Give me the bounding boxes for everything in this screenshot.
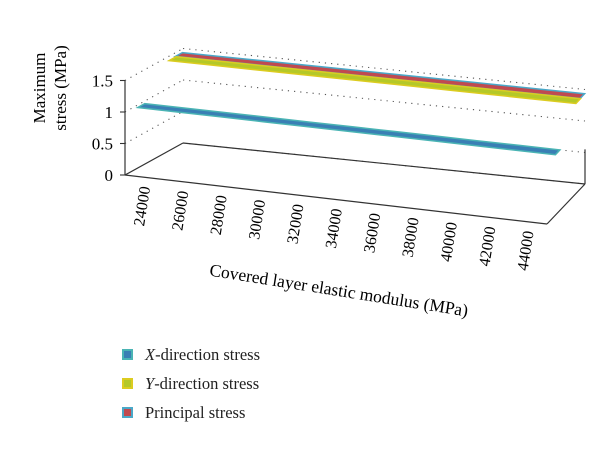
series-ribbon-principal-stress: [173, 51, 587, 100]
chart-walls: [124, 47, 586, 225]
axis-frame-line: [546, 183, 586, 225]
legend-label-principal: Principal stress: [145, 402, 246, 422]
y-tick-label: 0: [105, 166, 114, 185]
x-axis-label: Covered layer elastic modulus (MPa): [208, 260, 470, 321]
x-tick-label: 38000: [400, 216, 423, 258]
legend-label-x-direction: X-direction stress: [145, 344, 261, 364]
axis-frame-line: [182, 142, 586, 185]
y-axis-label-line-2: stress (MPa): [51, 45, 70, 130]
y-tick-label: 1.5: [92, 72, 113, 91]
side-gridline: [124, 48, 184, 81]
x-tick-label: 28000: [208, 194, 231, 236]
side-gridline: [124, 111, 184, 144]
legend-item-y-direction: Y-direction stress: [122, 369, 260, 398]
x-tick-label: 24000: [131, 185, 154, 227]
x-tick-label: 34000: [323, 207, 346, 249]
legend-label-y-direction: Y-direction stress: [145, 373, 260, 393]
y-axis-label-line-1: Maximum: [30, 53, 49, 124]
y-tick-label: 0.5: [92, 135, 113, 154]
x-tick-label: 30000: [246, 199, 269, 241]
ticks-layer: 0 0.5 1 1.5 24000 26000 28000 30000 32000 34000 36…: [92, 72, 538, 272]
series-layer: [135, 51, 587, 156]
x-tick-label: 36000: [361, 212, 384, 254]
x-tick-label: 44000: [515, 230, 538, 272]
legend-item-principal: Principal stress: [122, 398, 260, 427]
legend-swatch-x-direction: [122, 349, 133, 360]
x-tick-label: 26000: [169, 190, 192, 232]
x-tick-label: 42000: [476, 225, 499, 267]
axis-frame-line: [124, 142, 184, 176]
legend-item-x-direction: X-direction stress: [122, 340, 260, 369]
y-tick-label: 1: [105, 103, 114, 122]
series-ribbon-x-direction-stress: [135, 102, 562, 156]
x-tick-label: 32000: [285, 203, 308, 245]
series-ribbon-y-direction-stress: [166, 56, 582, 105]
x-tick-label: 40000: [438, 221, 461, 263]
legend: X-direction stress Y-direction stress Pr…: [122, 340, 260, 427]
legend-swatch-y-direction: [122, 378, 133, 389]
legend-swatch-principal: [122, 407, 133, 418]
axis-frame-line: [124, 174, 548, 225]
